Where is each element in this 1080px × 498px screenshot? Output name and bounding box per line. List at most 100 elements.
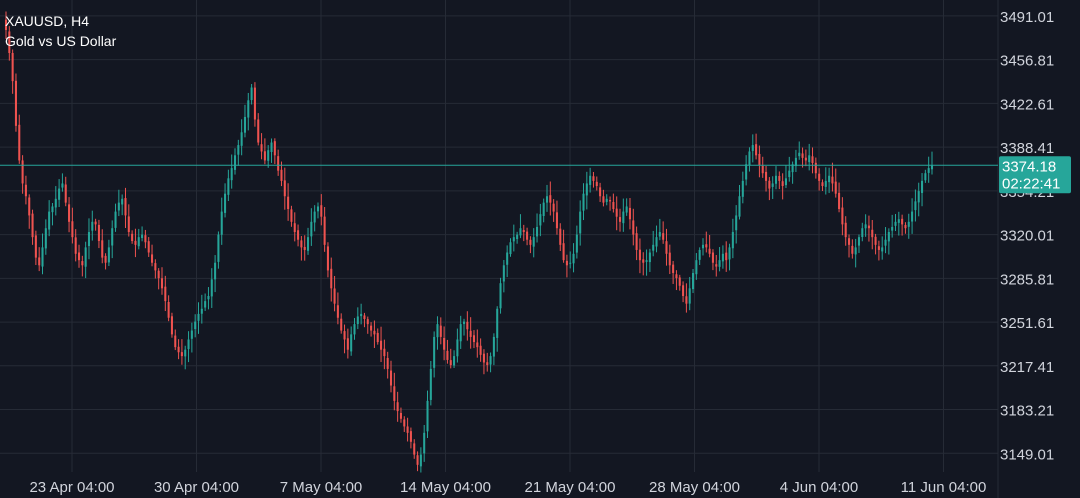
candle [788,156,791,182]
candle [4,11,8,39]
candle [678,274,681,291]
candle-body [413,443,416,455]
candle [731,218,734,259]
candle [11,49,14,94]
candle [615,196,618,231]
time-tick-label: 30 Apr 04:00 [154,479,239,496]
candle [758,145,761,178]
candles [4,11,934,473]
candle [77,244,81,268]
price-axis[interactable]: 3491.013456.813422.613388.413354.213320.… [1000,9,1054,463]
candle [177,339,180,360]
candle [456,328,459,363]
candle-body [794,157,797,167]
candle-body [111,228,114,246]
candle [84,241,87,279]
candle-body [711,252,714,263]
candle-body [678,277,681,286]
candle-body [87,232,91,247]
candle [240,119,243,156]
candle-body [346,338,349,350]
candle-body [751,145,754,151]
candle-body [526,231,529,240]
candle [439,317,442,345]
candle-body [645,260,648,262]
candle-body [366,319,369,325]
candle [635,226,638,261]
candle-body [917,191,920,203]
candle [170,312,173,338]
candle-body [609,200,612,202]
candle-body [436,324,439,338]
candle [197,302,200,334]
candle [350,326,353,356]
time-tick-label: 7 May 04:00 [280,479,363,496]
candle [652,230,655,257]
candle [224,183,227,218]
candle [798,141,801,160]
candle-body [562,243,565,261]
candle [761,156,764,178]
time-tick-label: 28 May 04:00 [649,479,740,496]
candle [486,352,489,372]
candle [705,231,708,253]
candle-body [336,305,339,318]
candle [628,198,632,230]
candle-body [237,145,240,155]
candle-body [784,178,787,186]
candle [184,345,187,370]
candle-body [628,207,632,220]
candle [433,331,436,378]
candle [44,219,47,255]
candle-body [41,247,44,267]
symbol-legend[interactable]: XAUUSD, H4 Gold vs US Dollar [5,13,117,49]
candle-body [287,196,290,210]
candle-body [675,274,678,279]
candle-body [433,336,436,368]
candle-body [306,237,310,251]
candle-body [871,229,874,238]
candle [333,276,336,312]
candle [589,167,592,193]
candle-body [11,52,14,82]
candle [625,198,628,216]
candle [131,230,134,244]
candle-body [200,308,203,314]
candle [930,151,934,175]
candle-body [160,278,164,289]
candle [735,205,738,244]
candle [31,209,34,245]
candle-body [58,188,61,200]
candle-body [170,316,173,335]
candle-body [326,246,329,271]
candle [701,238,705,256]
candle-body [595,181,598,187]
candle-body [930,165,934,170]
candle [144,229,147,249]
candle-body [383,348,386,357]
candle-body [701,244,705,249]
candle [721,245,724,269]
candle [200,294,203,324]
candle-body [821,182,824,187]
candle [306,227,310,255]
candle [297,224,300,247]
candle [718,247,721,272]
candle-body [542,202,545,217]
candle [901,214,904,236]
candle-body [834,181,837,194]
candle [124,187,127,228]
time-axis[interactable]: 23 Apr 04:00 30 Apr 04:00 7 May 04:00 14 Ma… [29,479,986,496]
candle [668,244,671,275]
candle-body [731,232,734,249]
candle-body [151,254,154,263]
candle-body [755,144,758,156]
candle-body [154,263,157,271]
candle [429,360,432,406]
candle-body [77,252,81,261]
candle [91,210,94,241]
candle-body [877,246,880,250]
candle [582,183,585,221]
candle [147,237,150,257]
